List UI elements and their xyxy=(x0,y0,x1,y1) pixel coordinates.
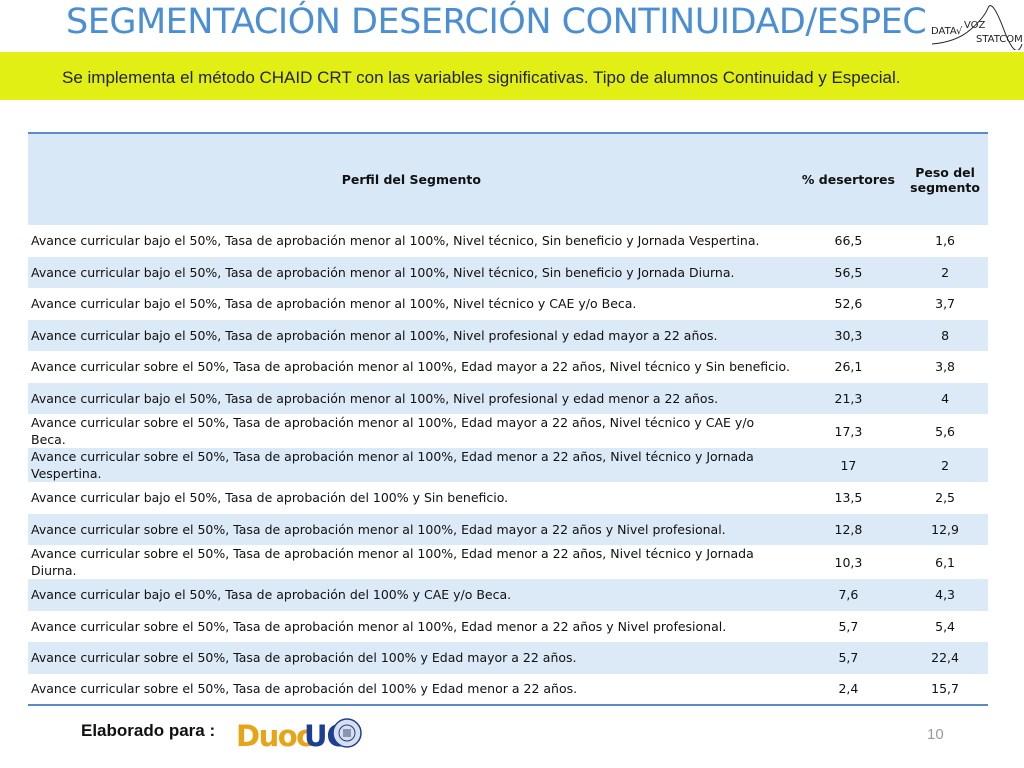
cell-desertores: 5,7 xyxy=(838,618,859,634)
table-row: Avance curricular bajo el 50%, Tasa de a… xyxy=(28,256,988,288)
segment-table: Perfil del Segmento % desertores Peso de… xyxy=(28,132,988,706)
cell-peso: 5,4 xyxy=(935,618,956,634)
cell-perfil: Avance curricular bajo el 50%, Tasa de a… xyxy=(31,327,718,343)
cell-peso: 4,3 xyxy=(935,587,956,603)
cell-peso: 15,7 xyxy=(931,681,959,697)
cell-perfil: Avance curricular bajo el 50%, Tasa de a… xyxy=(31,264,735,280)
datavoz-statcom-logo: DATA √ VOZ STATCOM xyxy=(928,0,1024,50)
table-row: Avance curricular sobre el 50%, Tasa de … xyxy=(28,545,988,579)
cell-perfil: Avance curricular bajo el 50%, Tasa de a… xyxy=(31,233,760,249)
cell-desertores: 21,3 xyxy=(834,390,863,406)
cell-desertores: 52,6 xyxy=(834,296,863,312)
logo-text-data: DATA xyxy=(931,26,957,37)
cell-peso: 22,4 xyxy=(931,650,959,666)
cell-desertores: 5,7 xyxy=(838,650,859,666)
cell-perfil: Avance curricular sobre el 50%, Tasa de … xyxy=(31,681,578,697)
cell-peso: 3,7 xyxy=(935,296,956,312)
cell-perfil: Avance curricular sobre el 50%, Tasa de … xyxy=(31,618,727,634)
table-row: Avance curricular sobre el 50%, Tasa de … xyxy=(28,448,988,482)
cell-perfil: Avance curricular sobre el 50%, Tasa de … xyxy=(31,650,577,666)
subtitle-banner: Se implementa el método CHAID CRT con la… xyxy=(0,52,1024,100)
table-row: Avance curricular sobre el 50%, Tasa de … xyxy=(28,351,988,383)
cell-perfil: Avance curricular sobre el 50%, Tasa de … xyxy=(31,449,754,481)
cell-perfil: Avance curricular sobre el 50%, Tasa de … xyxy=(31,359,790,375)
cell-desertores: 66,5 xyxy=(834,233,863,249)
table-row: Avance curricular bajo el 50%, Tasa de a… xyxy=(28,482,988,514)
table-row: Avance curricular bajo el 50%, Tasa de a… xyxy=(28,225,988,257)
cell-perfil: Avance curricular bajo el 50%, Tasa de a… xyxy=(31,390,719,406)
cell-peso: 8 xyxy=(941,327,950,343)
col-header-desertores: % desertores xyxy=(801,172,895,187)
table-row: Avance curricular bajo el 50%, Tasa de a… xyxy=(28,579,988,611)
cell-desertores: 56,5 xyxy=(834,264,863,280)
cell-desertores: 30,3 xyxy=(834,327,863,343)
cell-peso: 12,9 xyxy=(931,521,959,537)
table-row: Avance curricular sobre el 50%, Tasa de … xyxy=(28,414,988,448)
cell-desertores: 12,8 xyxy=(834,521,863,537)
cell-perfil: Avance curricular sobre el 50%, Tasa de … xyxy=(31,415,755,447)
slide-title: SEGMENTACIÓN DESERCIÓN CONTINUIDAD/ESPEC… xyxy=(66,2,979,42)
col-header-peso: Peso del segmento xyxy=(910,164,980,195)
col-header-perfil: Perfil del Segmento xyxy=(341,172,481,187)
table-row: Avance curricular sobre el 50%, Tasa de … xyxy=(28,673,988,705)
cell-peso: 6,1 xyxy=(935,554,956,570)
cell-perfil: Avance curricular sobre el 50%, Tasa de … xyxy=(31,521,726,537)
cell-perfil: Avance curricular bajo el 50%, Tasa de a… xyxy=(31,587,512,603)
table-row: Avance curricular bajo el 50%, Tasa de a… xyxy=(28,382,988,414)
cell-desertores: 10,3 xyxy=(834,554,863,570)
cell-peso: 2,5 xyxy=(935,490,956,506)
cell-desertores: 17 xyxy=(840,457,857,473)
table-row: Avance curricular sobre el 50%, Tasa de … xyxy=(28,610,988,642)
logo-text-duoc: Duoc xyxy=(236,719,312,753)
table-row: Avance curricular bajo el 50%, Tasa de a… xyxy=(28,288,988,320)
footer-label: Elaborado para : xyxy=(81,721,216,740)
logo-text-statcom: STATCOM xyxy=(976,34,1023,45)
subtitle-text: Se implementa el método CHAID CRT con la… xyxy=(62,68,901,87)
page-number: 10 xyxy=(927,726,944,743)
cell-perfil: Avance curricular sobre el 50%, Tasa de … xyxy=(31,546,754,578)
cell-peso: 3,8 xyxy=(935,359,956,375)
cell-peso: 5,6 xyxy=(935,423,956,439)
table-header-row: Perfil del Segmento % desertores Peso de… xyxy=(28,133,988,225)
cell-perfil: Avance curricular bajo el 50%, Tasa de a… xyxy=(31,296,637,312)
cell-desertores: 7,6 xyxy=(838,587,859,603)
duocuc-logo: Duoc UC xyxy=(236,718,362,753)
table-row: Avance curricular bajo el 50%, Tasa de a… xyxy=(28,319,988,351)
cell-desertores: 17,3 xyxy=(834,423,863,439)
cell-peso: 2 xyxy=(941,264,950,280)
cell-peso: 1,6 xyxy=(935,233,956,249)
cell-desertores: 26,1 xyxy=(834,359,863,375)
cell-peso: 2 xyxy=(941,457,950,473)
table-row: Avance curricular sobre el 50%, Tasa de … xyxy=(28,642,988,674)
cell-perfil: Avance curricular bajo el 50%, Tasa de a… xyxy=(31,490,509,506)
svg-text:√: √ xyxy=(956,26,963,37)
cell-desertores: 13,5 xyxy=(834,490,863,506)
table-row: Avance curricular sobre el 50%, Tasa de … xyxy=(28,513,988,545)
logo-text-voz: VOZ xyxy=(964,20,986,31)
cell-desertores: 2,4 xyxy=(838,681,859,697)
cell-peso: 4 xyxy=(941,390,950,406)
